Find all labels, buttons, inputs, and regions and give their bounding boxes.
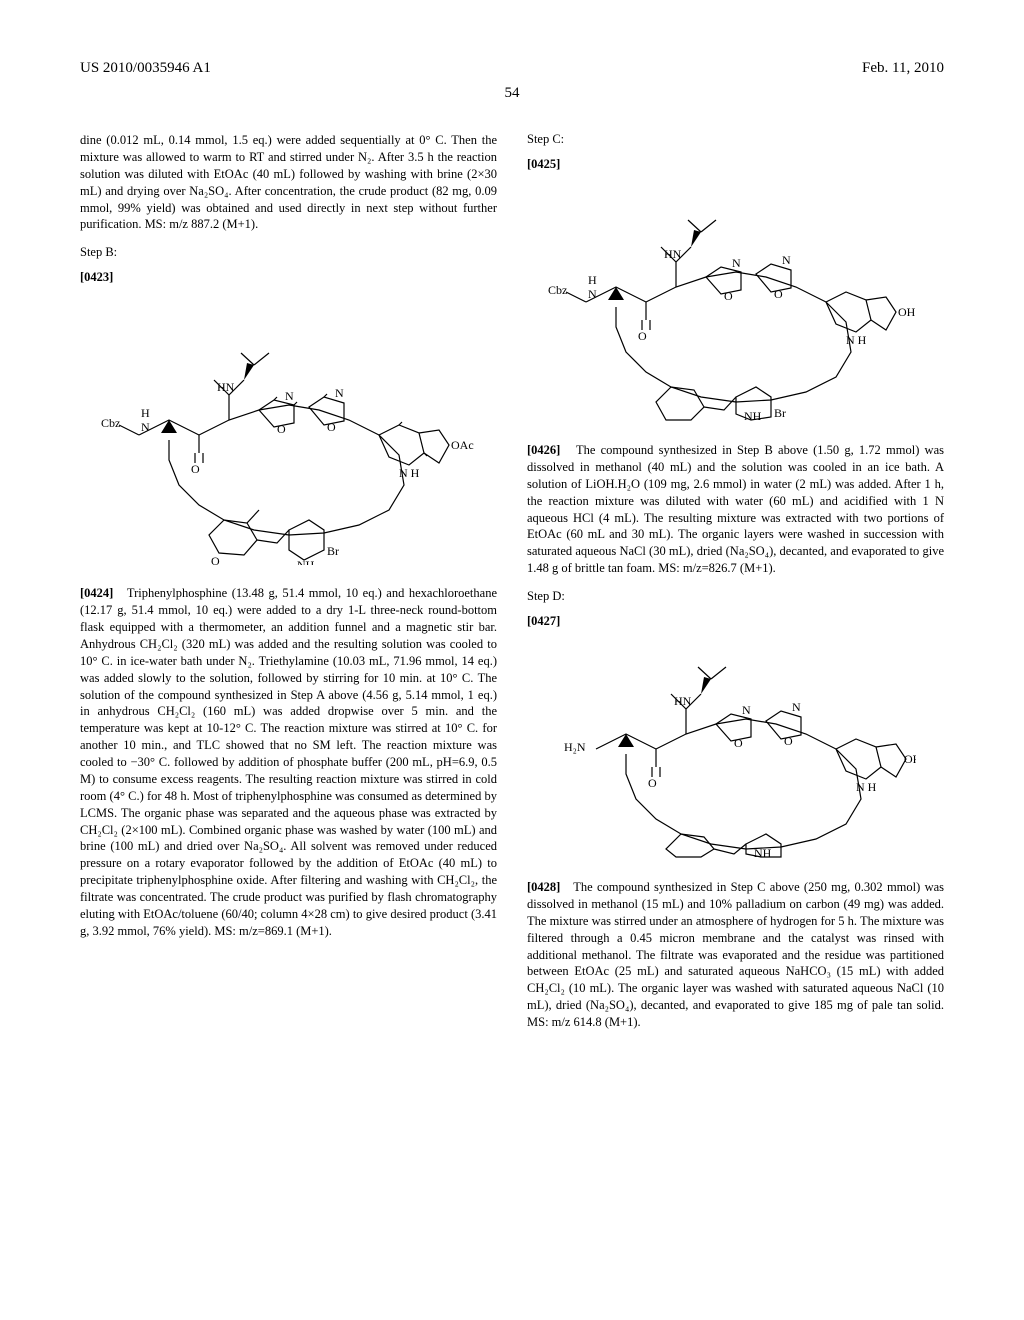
lbl-c-nlink: N <box>588 287 597 301</box>
lbl-c-o1: O <box>724 289 733 303</box>
para-0424-num: [0424] <box>80 586 113 600</box>
lbl-nh: NH <box>297 558 315 565</box>
para-0423-num: [0423] <box>80 270 497 285</box>
lbl-o2: O <box>327 420 336 434</box>
page-header: US 2010/0035946 A1 Feb. 11, 2010 <box>80 60 944 77</box>
lbl-c-o3: O <box>638 329 647 343</box>
molecule-d-svg: H₂N HN N N O O O NH N H OH <box>556 649 916 859</box>
para-0426-num: [0426] <box>527 443 560 457</box>
structure-step-c: Cbz H N HN N N O O O Br NH N H OH <box>527 192 944 422</box>
publication-number: US 2010/0035946 A1 <box>80 60 211 77</box>
structure-step-b: Cbz H N HN N N O O O O Br NH N H OAc <box>80 305 497 565</box>
lbl-o3: O <box>191 462 200 476</box>
para-0426-text: The compound synthesized in Step B above… <box>527 443 944 575</box>
lbl-n2: N <box>335 386 344 400</box>
lbl-c-nh2: N H <box>846 333 867 347</box>
lbl-d-n2: N <box>792 700 801 714</box>
para-0425-num: [0425] <box>527 157 944 172</box>
lbl-oac: OAc <box>451 438 474 452</box>
lbl-c-n2: N <box>782 253 791 267</box>
para-opening: dine (0.012 mL, 0.14 mmol, 1.5 eq.) were… <box>80 132 497 233</box>
publication-date: Feb. 11, 2010 <box>862 60 944 77</box>
lbl-br: Br <box>327 544 339 558</box>
lbl-cbz: Cbz <box>101 416 120 430</box>
lbl-d-oh: OH <box>904 752 916 766</box>
lbl-d-nh: NH <box>754 846 772 859</box>
molecule-b-svg: Cbz H N HN N N O O O O Br NH N H OAc <box>99 305 479 565</box>
lbl-d-o1: O <box>734 736 743 750</box>
lbl-d-hn: HN <box>674 694 692 708</box>
page-number: 54 <box>80 85 944 102</box>
lbl-c-nh: NH <box>744 409 762 422</box>
step-b-label: Step B: <box>80 245 497 260</box>
para-0428-num: [0428] <box>527 880 560 894</box>
lbl-c-oh: OH <box>898 305 916 319</box>
lbl-nlink: N <box>141 420 150 434</box>
lbl-c-h: H <box>588 273 597 287</box>
right-column: Step C: [0425] <box>527 132 944 1043</box>
para-0428: [0428] The compound synthesized in Step … <box>527 879 944 1031</box>
step-d-label: Step D: <box>527 589 944 604</box>
lbl-d-h2n: H₂N <box>564 740 586 754</box>
lbl-nh2: N H <box>399 466 420 480</box>
lbl-c-o2: O <box>774 287 783 301</box>
structure-step-d: H₂N HN N N O O O NH N H OH <box>527 649 944 859</box>
lbl-n1: N <box>285 389 294 403</box>
para-0424: [0424] Triphenylphosphine (13.48 g, 51.4… <box>80 585 497 939</box>
lbl-c-hn: HN <box>664 247 682 261</box>
two-column-layout: dine (0.012 mL, 0.14 mmol, 1.5 eq.) were… <box>80 132 944 1043</box>
lbl-h: H <box>141 406 150 420</box>
lbl-d-n1: N <box>742 703 751 717</box>
left-column: dine (0.012 mL, 0.14 mmol, 1.5 eq.) were… <box>80 132 497 1043</box>
para-0424-text: Triphenylphosphine (13.48 g, 51.4 mmol, … <box>80 586 497 938</box>
lbl-o4: O <box>211 554 220 565</box>
lbl-d-nh2: N H <box>856 780 877 794</box>
lbl-hn: HN <box>217 380 235 394</box>
para-0427-num: [0427] <box>527 614 944 629</box>
lbl-c-br: Br <box>774 406 786 420</box>
step-c-label: Step C: <box>527 132 944 147</box>
lbl-o1: O <box>277 422 286 436</box>
molecule-c-svg: Cbz H N HN N N O O O Br NH N H OH <box>546 192 926 422</box>
lbl-d-o2: O <box>784 734 793 748</box>
lbl-d-o3: O <box>648 776 657 790</box>
lbl-c-cbz: Cbz <box>548 283 567 297</box>
para-0428-text: The compound synthesized in Step C above… <box>527 880 944 1029</box>
lbl-c-n1: N <box>732 256 741 270</box>
para-0426: [0426] The compound synthesized in Step … <box>527 442 944 577</box>
